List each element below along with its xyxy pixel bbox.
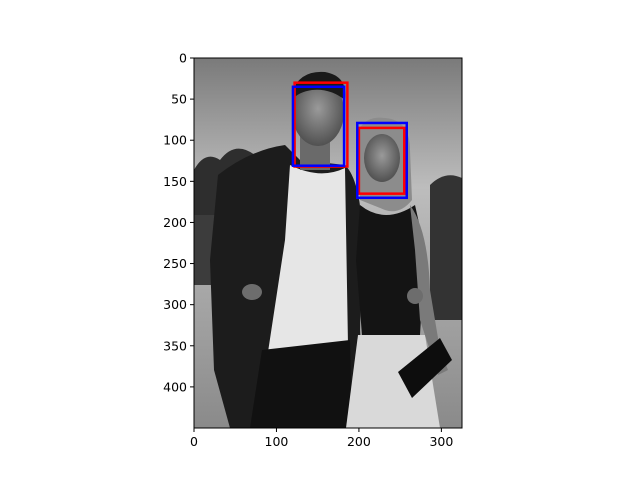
y-tick-label-4: 200 [163,215,187,230]
y-tick-label-7: 350 [163,338,187,353]
x-tick-label-3: 300 [429,434,453,449]
y-tick-label-2: 100 [163,133,187,148]
x-tick-label-0: 0 [190,434,198,449]
y-axis: 0 50 100 150 200 250 300 350 400 [163,51,194,394]
detection-boxes [291,81,409,200]
photo-image [194,58,462,428]
y-tick-label-5: 250 [163,256,187,271]
detection-box-1 [291,85,346,167]
y-tick-label-8: 400 [163,379,187,394]
x-tick-label-1: 100 [265,434,289,449]
y-tick-label-3: 150 [163,174,187,189]
detection-box-2 [357,126,406,195]
x-axis: 0 100 200 300 [190,428,453,449]
y-tick-label-6: 300 [163,297,187,312]
y-tick-label-1: 50 [171,92,187,107]
x-tick-label-2: 200 [347,434,371,449]
y-tick-label-0: 0 [179,51,187,66]
axes-frame [193,57,463,429]
detection-box-3 [356,121,409,200]
